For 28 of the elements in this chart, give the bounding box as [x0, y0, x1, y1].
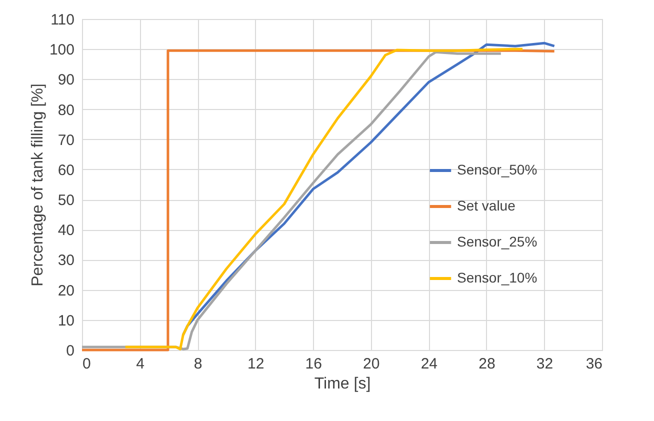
x-tick-label: 24	[420, 356, 438, 372]
y-tick-label: 10	[58, 312, 74, 330]
x-axis-title: Time [s]	[314, 376, 371, 392]
legend-label: Set value	[457, 198, 516, 214]
y-axis-title: Percentage of tank filling [%]	[29, 84, 46, 286]
y-tick-label: 110	[50, 12, 74, 28]
y-tick-label: 100	[49, 42, 74, 59]
y-tick-label: 50	[58, 192, 74, 210]
x-tick-label: 20	[363, 356, 380, 372]
legend-label: Sensor_25%	[457, 234, 538, 250]
y-tick-label: 0	[66, 342, 74, 360]
y-tick-label: 80	[58, 102, 74, 119]
x-tick-label: 0	[82, 356, 91, 372]
legend-label: Sensor_50%	[457, 162, 538, 178]
legend-label: Sensor_10%	[457, 270, 538, 286]
y-tick-label: 60	[58, 162, 74, 179]
x-tick-label: 4	[136, 356, 144, 372]
x-tick-label: 8	[194, 356, 202, 372]
y-tick-label: 90	[58, 72, 74, 89]
y-tick-label: 40	[58, 222, 74, 240]
y-tick-label: 70	[58, 132, 74, 149]
x-tick-label: 32	[536, 356, 554, 372]
x-tick-label: 12	[247, 356, 264, 372]
y-tick-label: 20	[58, 282, 74, 300]
x-tick-label: 28	[478, 356, 496, 372]
x-tick-label: 16	[305, 356, 322, 372]
x-tick-label: 36	[586, 356, 602, 372]
y-tick-label: 30	[58, 252, 74, 270]
